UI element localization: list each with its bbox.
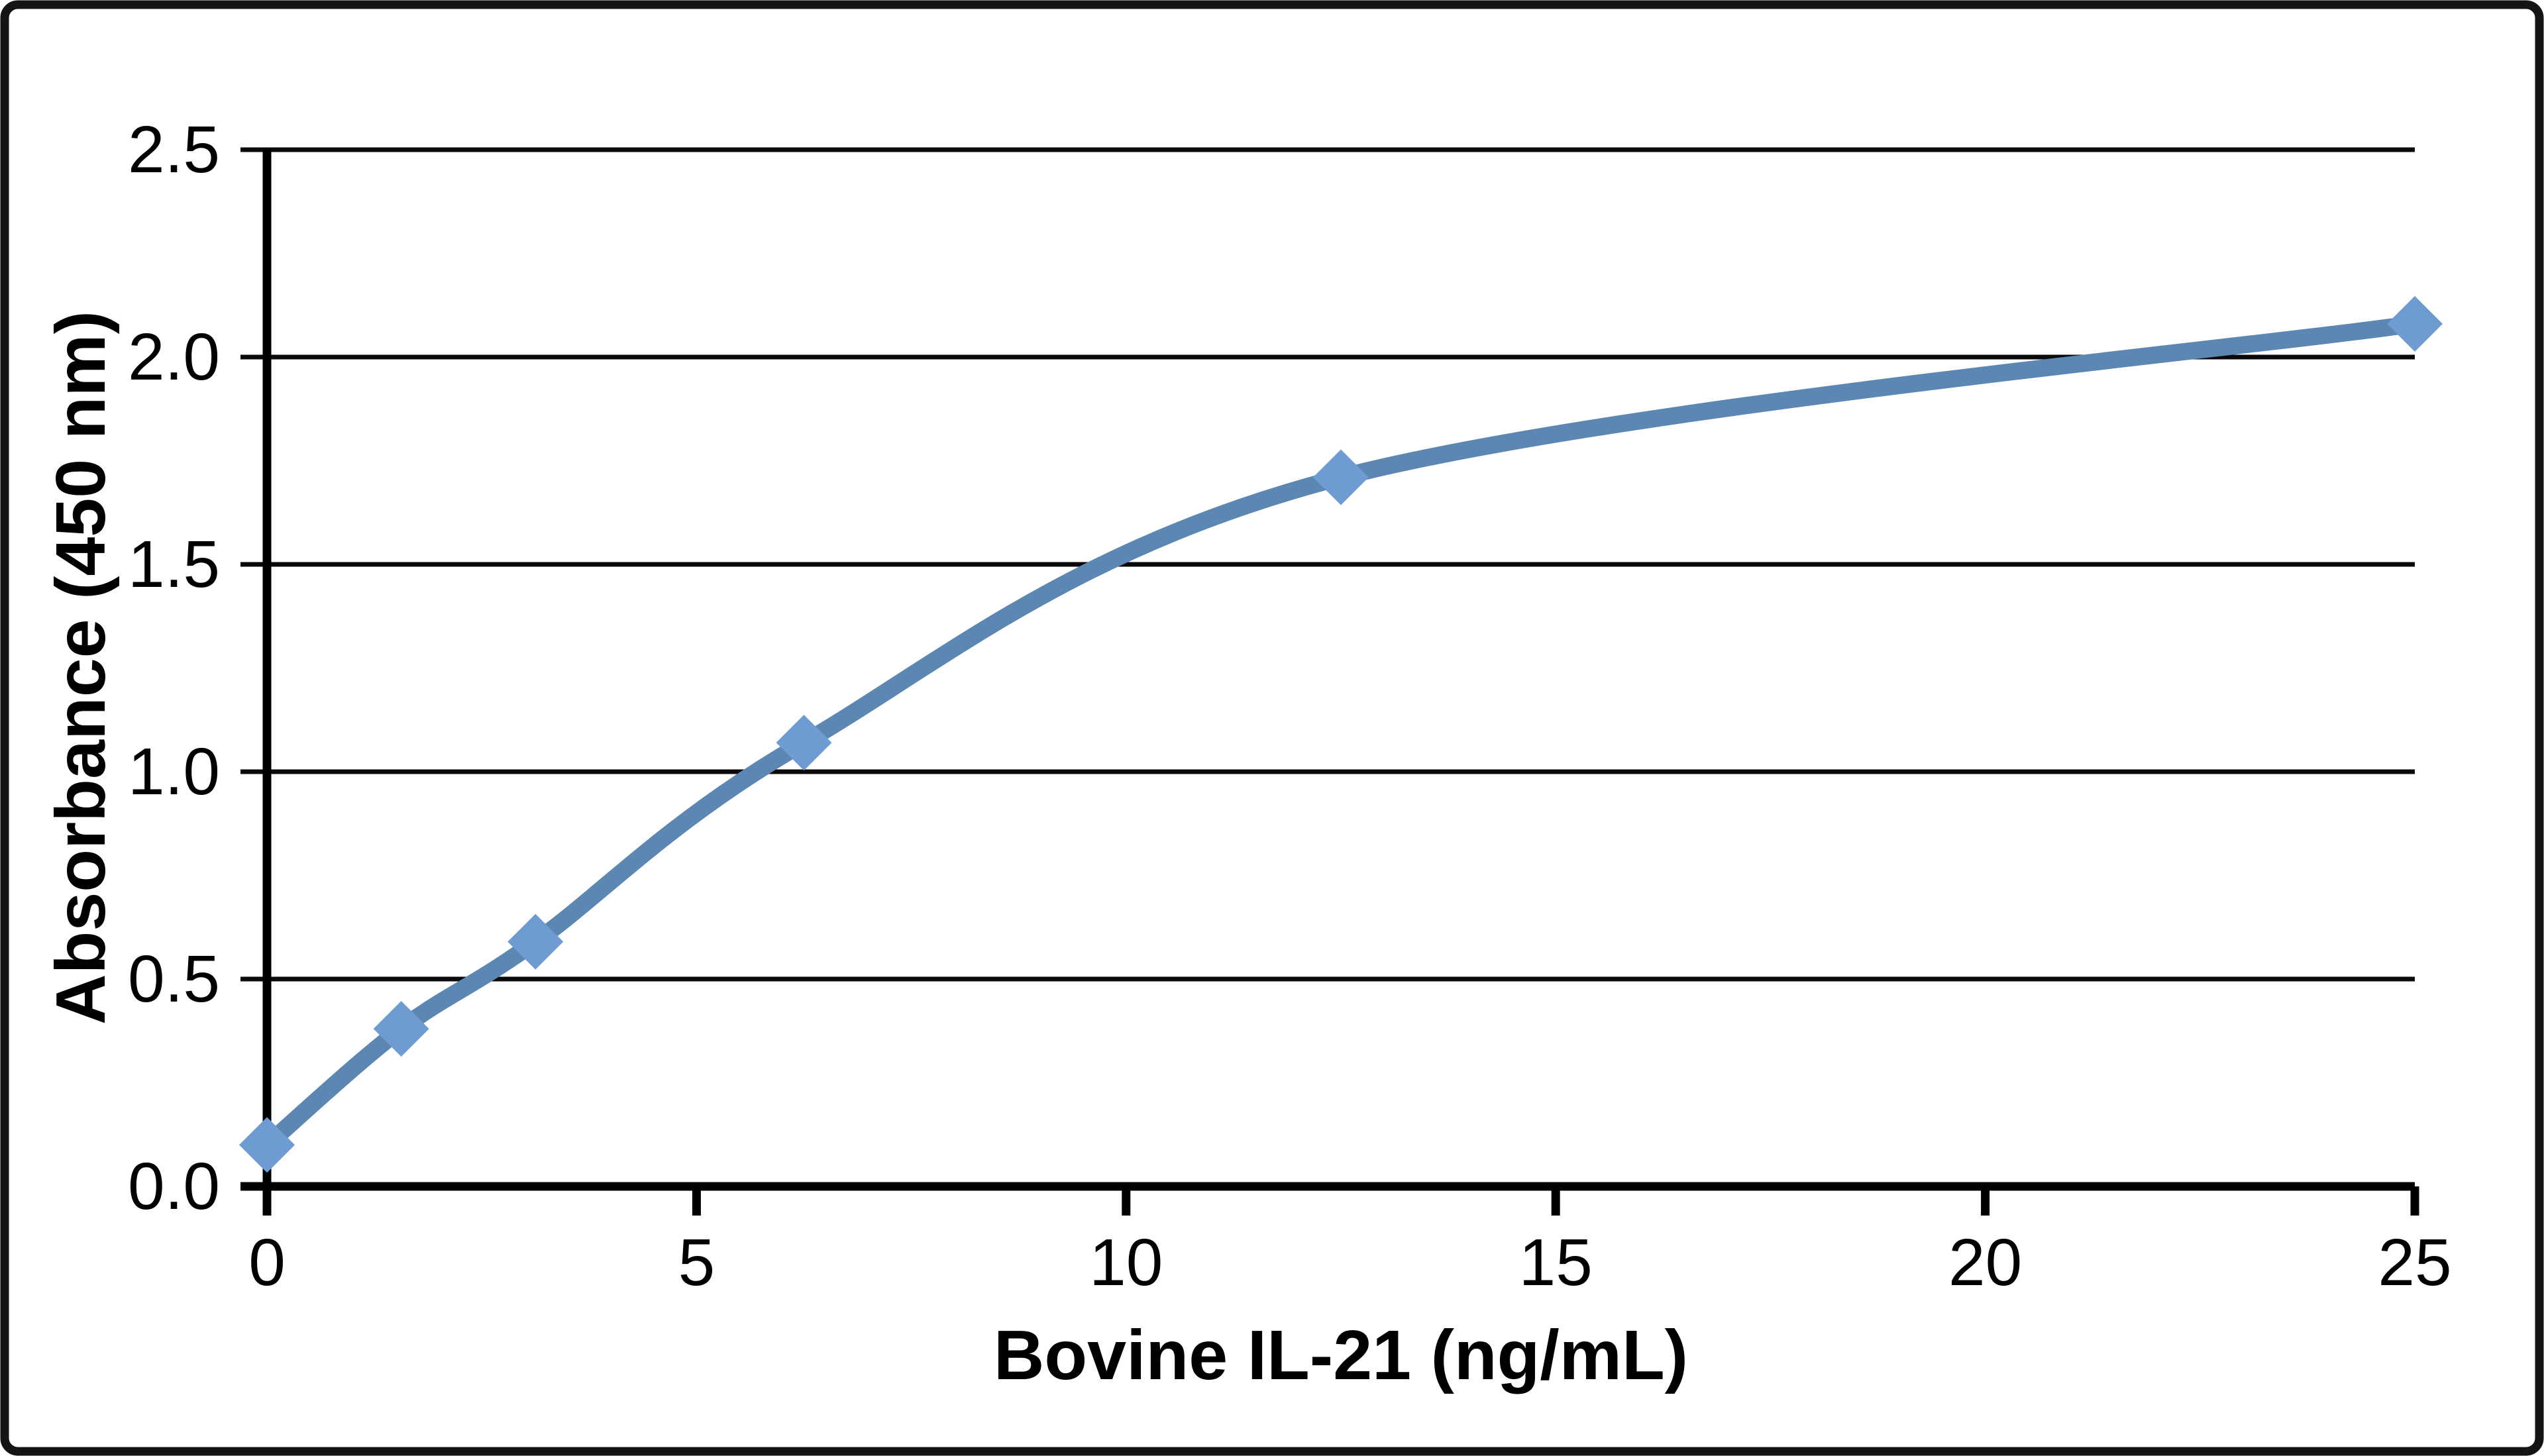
y-axis-tick-label: 2.5 — [128, 113, 220, 187]
x-axis-tick-label: 15 — [1519, 1225, 1593, 1300]
gridlines — [240, 147, 2415, 982]
tick-labels: 0.0 0.5 1.0 1.5 2.0 2.5 0 5 10 15 20 25 — [128, 113, 2452, 1300]
y-axis-tick-label: 0.0 — [128, 1149, 220, 1223]
series-bovine-il21 — [239, 295, 2443, 1173]
x-axis-title: Bovine IL-21 (ng/mL) — [994, 1316, 1688, 1394]
x-axis-tick-label: 5 — [678, 1225, 716, 1300]
x-axis-tick-label: 25 — [2378, 1225, 2451, 1300]
data-point-marker — [507, 913, 564, 970]
y-axis-title: Absorbance (450 nm) — [42, 311, 120, 1025]
data-point-marker — [373, 1001, 429, 1057]
data-point-marker — [239, 1117, 295, 1173]
x-axis-tick-label: 20 — [1948, 1225, 2022, 1300]
data-point-marker — [776, 715, 832, 771]
y-axis-tick-label: 1.5 — [128, 527, 220, 601]
x-axis-tick-label: 10 — [1089, 1225, 1163, 1300]
y-axis-tick-label: 1.0 — [128, 735, 220, 809]
data-point-marker — [2387, 295, 2443, 352]
y-axis-tick-label: 0.5 — [128, 942, 220, 1016]
data-point-marker — [1313, 449, 1369, 505]
series-line — [258, 315, 2423, 1154]
x-axis-tick-label: 0 — [248, 1225, 286, 1300]
axes — [240, 150, 2419, 1216]
y-axis-tick-label: 2.0 — [128, 320, 220, 394]
